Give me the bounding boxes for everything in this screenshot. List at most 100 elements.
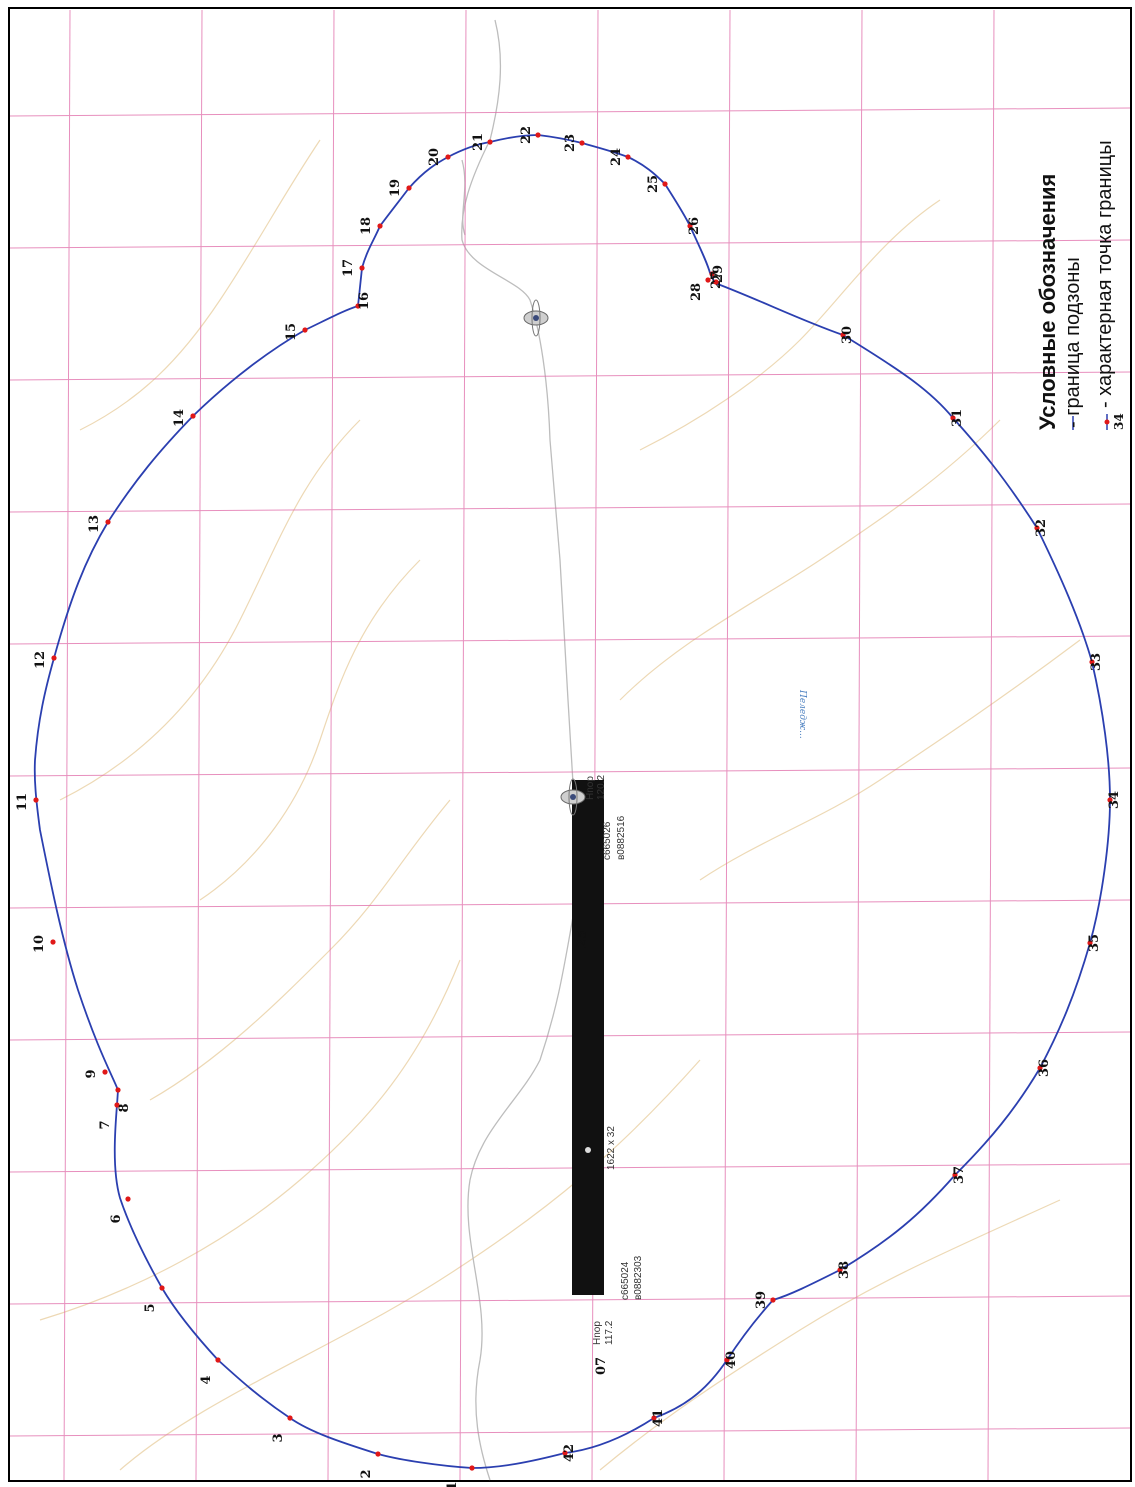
boundary-point-marker	[359, 265, 365, 271]
boundary-point-label: 3	[271, 1433, 286, 1442]
boundary-point-marker	[105, 519, 111, 525]
boundary-point-marker	[770, 1297, 776, 1303]
runway: 1622 x 32 c665026 в0882516 Hnop 120.2 25…	[572, 775, 644, 1375]
boundary-point-label: 9	[84, 1069, 99, 1078]
boundary-point-marker	[579, 140, 585, 146]
boundary-point-marker	[487, 139, 493, 145]
runway-south-hnor-label: Hnop	[592, 1321, 603, 1345]
boundary-point-marker	[114, 1102, 120, 1108]
boundary-point-marker	[355, 303, 361, 309]
boundary-point-marker	[190, 413, 196, 419]
boundary-point-marker	[51, 655, 57, 661]
boundary-point-label: 24	[609, 148, 624, 166]
boundary-point-label: 21	[471, 133, 486, 151]
runway-south-hnor-value: 117.2	[604, 1320, 615, 1345]
boundary-point-label: 13	[87, 515, 102, 533]
boundary-point-marker	[159, 1285, 165, 1291]
boundary-point-marker	[377, 223, 383, 229]
boundary-point-label: 40	[724, 1351, 739, 1369]
boundary-point-label: 19	[388, 179, 403, 197]
boundary-point-label: 35	[1087, 934, 1102, 952]
runway-north-coord-2: в0882516	[616, 815, 627, 860]
boundary-point-label: 14	[172, 409, 187, 427]
runway-center-mark	[585, 1147, 591, 1153]
boundary-point-label: 17	[341, 259, 356, 277]
boundary-point-marker	[1037, 1065, 1043, 1071]
boundary-point-label: 23	[563, 134, 578, 152]
boundary-point-label: 32	[1034, 519, 1049, 537]
legend-item-point: - характерная точка границы	[1094, 140, 1116, 408]
legend-point-number: 34	[1112, 413, 1126, 430]
boundary-point-label: 2	[359, 1469, 374, 1478]
boundary-point-marker	[1087, 940, 1093, 946]
boundary-point-label: 7	[98, 1120, 113, 1129]
boundary-point-marker	[625, 154, 631, 160]
boundary-point-label: 29	[711, 265, 726, 283]
boundary-point-marker	[952, 1172, 958, 1178]
boundary-point-label: 28	[689, 283, 704, 301]
boundary-point-marker	[406, 185, 412, 191]
boundary-point-marker	[287, 1415, 293, 1421]
runway-south-coord-1: c665024	[620, 1261, 631, 1300]
boundary-point-marker	[687, 223, 693, 229]
grid-lines	[9, 9, 1131, 1481]
subzone-boundary	[33, 134, 1111, 1469]
boundary-point-label: 34	[1107, 791, 1122, 809]
contour-lines	[39, 139, 1081, 1471]
boundary-point-label: 8	[117, 1103, 132, 1112]
boundary-point-label: 20	[427, 148, 442, 166]
boundary-point-marker	[562, 1450, 568, 1456]
boundary-point-label: 11	[15, 793, 30, 811]
boundary-point-label: 18	[359, 217, 374, 235]
boundary-point-label: 30	[840, 326, 855, 344]
boundary-point-label: 25	[646, 175, 661, 193]
beacon-icon	[560, 778, 586, 816]
runway-north-coord-1: c665026	[602, 821, 613, 860]
boundary-point-marker	[651, 1415, 657, 1421]
water-label: Пеледж...	[797, 689, 807, 739]
runway-size-label: 1622 x 32	[606, 1126, 617, 1170]
boundary-point-marker	[1107, 797, 1113, 803]
legend-title: Условные обозначения	[1035, 174, 1060, 430]
legend-item-boundary: - граница подзоны	[1062, 257, 1084, 428]
boundary-point-marker	[215, 1357, 221, 1363]
boundary-point-label: 10	[32, 935, 47, 953]
boundary-point-marker	[115, 1087, 121, 1093]
runway-north-hnor-value: 120.2	[596, 775, 607, 800]
boundary-point-marker	[840, 332, 846, 338]
boundary-point-marker	[1034, 525, 1040, 531]
map-frame	[8, 7, 1132, 1482]
boundary-point-marker	[1089, 659, 1095, 665]
boundary-point-label: 33	[1089, 653, 1104, 671]
boundary-point-marker	[375, 1451, 381, 1457]
boundary-point-label: 6	[109, 1214, 124, 1223]
boundary-point-label: 39	[754, 1291, 769, 1309]
boundary-point-marker	[950, 415, 956, 421]
boundary-point-marker	[102, 1069, 108, 1075]
boundary-point-marker	[50, 939, 56, 945]
runway-strip	[572, 780, 604, 1295]
beacon-icon	[523, 299, 549, 337]
boundary-point-marker	[709, 271, 715, 277]
boundary-point-label: 1	[445, 1481, 460, 1487]
boundary-point-marker	[713, 279, 719, 285]
boundary-point-marker	[33, 797, 39, 803]
boundary-point-marker	[705, 277, 711, 283]
boundary-point-marker	[535, 132, 541, 138]
boundary-point-label: 5	[143, 1303, 158, 1312]
boundary-point-label: 4	[199, 1375, 214, 1384]
legend: Условные обозначения - граница подзоны 3…	[1035, 140, 1126, 430]
runway-south-coord-2: в0882303	[633, 1255, 644, 1300]
boundary-point-marker	[445, 154, 451, 160]
boundary-point-marker	[724, 1357, 730, 1363]
runway-south-heading: 07	[594, 1357, 609, 1375]
boundary-point-label: 41	[651, 1409, 666, 1427]
boundary-point-label: 36	[1037, 1059, 1052, 1077]
boundary-point-label: 15	[284, 323, 299, 341]
boundary-point-label: 26	[687, 217, 702, 235]
boundary-point-marker	[469, 1465, 475, 1471]
boundary-point-marker	[125, 1196, 131, 1202]
boundary-point-marker	[302, 327, 308, 333]
